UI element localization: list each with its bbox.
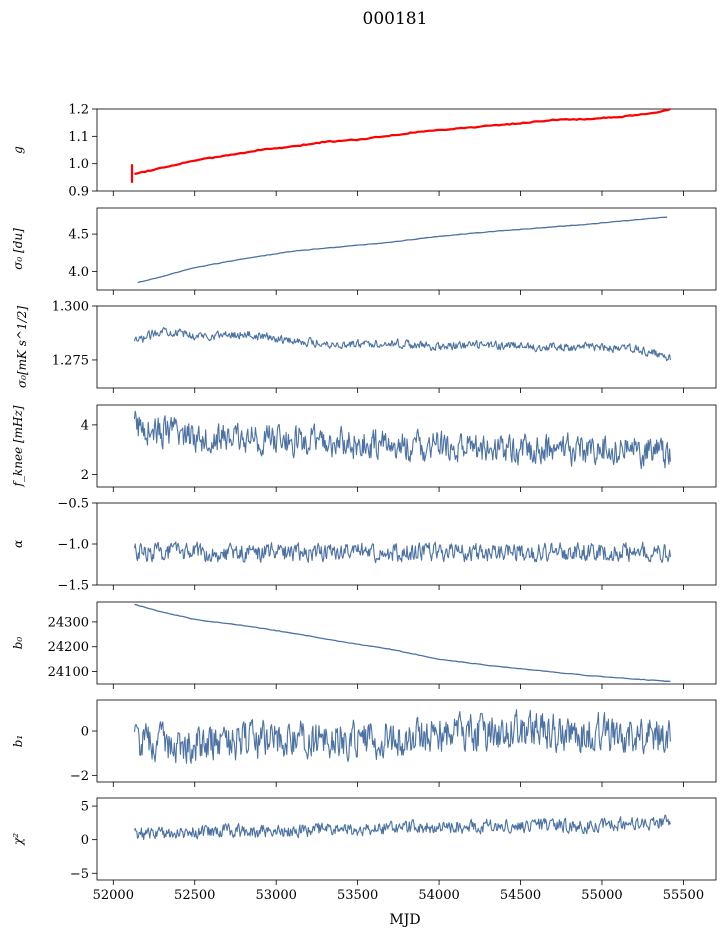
axes-frame xyxy=(96,797,717,881)
axes-frame xyxy=(96,305,717,389)
series-line xyxy=(137,216,668,284)
y-tick-label: −0.5 xyxy=(57,497,89,512)
x-tick-label: 52000 xyxy=(93,888,134,903)
y-axis-label: f_knee [mHz] xyxy=(11,405,25,487)
series-line xyxy=(133,541,671,564)
axes-frame xyxy=(96,207,717,291)
x-axis-label: MJD xyxy=(389,912,420,928)
figure-title: 000181 xyxy=(363,9,428,29)
y-axis-label: σ₀[mK s^1/2] xyxy=(15,306,29,388)
y-tick-label: −1.5 xyxy=(57,579,89,594)
y-axis-label: χ² xyxy=(11,833,25,846)
y-tick-label: −5 xyxy=(70,867,89,882)
series-line xyxy=(133,327,671,362)
y-axis-label: b₀ xyxy=(11,637,25,650)
panels-group: 0.9 1.0 1.1 1.2 g 4.0 4.5 σ₀ [du] 1.275 1.300 σ₀[m… xyxy=(11,103,717,903)
y-tick-label: 0 xyxy=(81,725,89,740)
x-tick-label: 55000 xyxy=(581,888,622,903)
x-tick-label: 53500 xyxy=(337,888,378,903)
y-tick-label: 1.2 xyxy=(68,103,89,118)
y-tick-label: 4 xyxy=(81,418,89,433)
x-tick-label: 54000 xyxy=(418,888,459,903)
y-tick-label: 24300 xyxy=(48,615,89,630)
overlay-line xyxy=(134,107,671,176)
axes-frame xyxy=(96,404,717,488)
y-tick-label: 2 xyxy=(81,468,89,483)
panel-chi2: 52000 52500 53000 53500 54000 54500 55000 55500… xyxy=(11,797,717,903)
x-tick-label: 54500 xyxy=(500,888,541,903)
axes-frame xyxy=(96,601,717,685)
y-tick-label: 24100 xyxy=(48,665,89,680)
y-tick-label: −1.0 xyxy=(57,538,89,553)
y-tick-label: 5 xyxy=(81,800,89,815)
y-tick-label: 4.5 xyxy=(68,228,89,243)
y-tick-label: 1.275 xyxy=(52,353,89,368)
y-tick-label: 1.300 xyxy=(52,300,89,315)
axes-frame xyxy=(96,699,717,783)
y-axis-label: g xyxy=(11,146,25,154)
panel-sigma0-mks: 1.275 1.300 σ₀[mK s^1/2] xyxy=(15,300,717,393)
y-axis-label: b₁ xyxy=(11,735,25,748)
panel-gain: 0.9 1.0 1.1 1.2 g xyxy=(11,103,717,200)
y-tick-label: 0 xyxy=(81,833,89,848)
series-line xyxy=(133,410,671,470)
series-line xyxy=(133,709,671,764)
series-line xyxy=(134,603,671,683)
y-axis-label: α xyxy=(11,540,25,548)
y-tick-label: 0.9 xyxy=(68,185,89,200)
panel-b0: 24100 24200 24300 b₀ xyxy=(11,601,717,689)
y-tick-label: 4.0 xyxy=(68,265,89,280)
panel-b1: −2 0 b₁ xyxy=(11,699,717,787)
x-tick-label: 55500 xyxy=(663,888,704,903)
y-tick-label: 1.1 xyxy=(68,130,89,145)
series-line xyxy=(133,814,671,841)
y-tick-label: 24200 xyxy=(48,640,89,655)
panel-sigma0-du: 4.0 4.5 σ₀ [du] xyxy=(11,207,717,295)
y-tick-label: 1.0 xyxy=(68,157,89,172)
y-axis-label: σ₀ [du] xyxy=(11,228,25,270)
panel-fknee: 2 4 f_knee [mHz] xyxy=(11,404,717,492)
x-tick-label: 53000 xyxy=(256,888,297,903)
panel-alpha: −1.5 −1.0 −0.5 α xyxy=(11,497,717,594)
x-tick-label: 52500 xyxy=(174,888,215,903)
y-tick-label: −2 xyxy=(70,769,89,784)
axes-frame xyxy=(96,108,717,192)
